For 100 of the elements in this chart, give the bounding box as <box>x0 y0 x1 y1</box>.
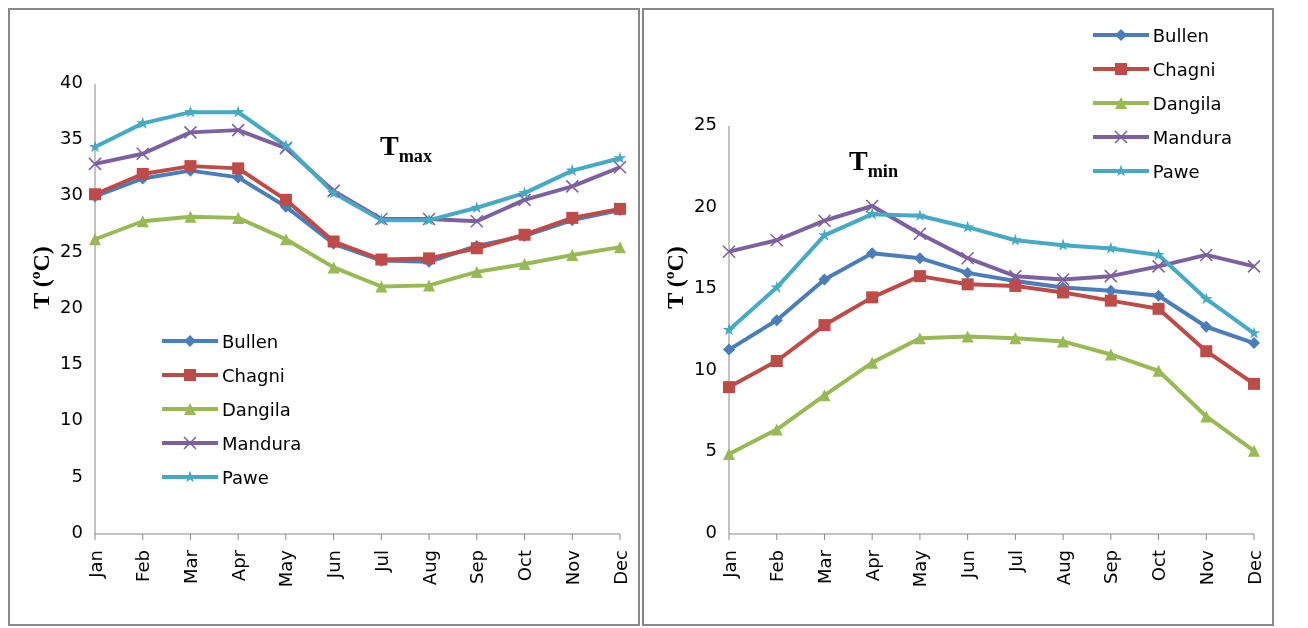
y-tick-label: 15 <box>60 352 83 374</box>
point <box>723 448 735 461</box>
point <box>1008 269 1023 283</box>
x-tick-label: Feb <box>766 550 788 582</box>
point <box>375 280 388 293</box>
point <box>470 265 483 278</box>
x-tick-label: Dec <box>1243 550 1265 585</box>
x-tick-label: Aug <box>1052 550 1074 586</box>
point <box>1056 272 1070 287</box>
legend-label: Bullen <box>1152 24 1210 46</box>
point <box>818 273 831 286</box>
point <box>770 355 783 368</box>
point <box>279 233 292 246</box>
y-tick-label: 0 <box>705 520 717 542</box>
point <box>423 279 436 292</box>
point <box>961 266 974 279</box>
point <box>613 160 627 174</box>
point <box>1009 332 1022 345</box>
point <box>770 423 783 436</box>
point <box>1200 345 1213 358</box>
y-tick-label: 5 <box>705 439 717 461</box>
x-tick-label: Jun <box>957 550 979 580</box>
point <box>1104 348 1117 361</box>
point <box>913 226 927 241</box>
point <box>722 244 736 259</box>
point <box>135 147 150 161</box>
point <box>913 270 926 283</box>
y-tick-label: 25 <box>694 112 717 134</box>
point <box>818 389 831 402</box>
point <box>722 323 736 336</box>
point <box>614 241 626 254</box>
point <box>565 179 580 194</box>
point <box>1057 335 1070 348</box>
text: T$_{max}$ <box>380 130 433 167</box>
legend-label: Dangila <box>222 398 291 420</box>
point <box>517 193 532 207</box>
point <box>470 214 484 228</box>
legend-label: Dangila <box>1152 92 1222 114</box>
point <box>1248 337 1260 350</box>
point <box>866 291 879 304</box>
x-tick-label: Jun <box>323 550 345 580</box>
point <box>327 261 340 274</box>
x-tick-label: Mar <box>179 549 201 584</box>
point <box>1247 326 1261 339</box>
x-tick-label: Jul <box>1004 550 1026 573</box>
point <box>818 319 831 332</box>
legend-label: Bullen <box>222 330 279 352</box>
legend-label: Pawe <box>222 466 269 488</box>
point <box>184 210 197 223</box>
point <box>1104 269 1118 283</box>
x-tick-label: Aug <box>418 550 440 586</box>
x-tick-label: Sep <box>1100 550 1122 584</box>
text: T$_{min}$ <box>849 145 899 182</box>
y-tick-label: 5 <box>71 464 83 486</box>
y-tick-label: 20 <box>694 194 717 216</box>
point <box>232 162 245 175</box>
point <box>1104 241 1118 254</box>
point <box>960 251 975 265</box>
point <box>1009 279 1022 292</box>
point <box>1057 286 1070 299</box>
y-tick-label: 0 <box>71 520 83 542</box>
legend-label: Mandura <box>222 432 302 454</box>
y-tick-label: 35 <box>60 127 83 149</box>
y-tick-label: 40 <box>60 70 83 92</box>
point <box>723 343 735 356</box>
point <box>231 105 245 118</box>
point <box>88 157 102 171</box>
y-tick-label: 30 <box>60 183 83 205</box>
point <box>613 151 627 164</box>
x-tick-label: Feb <box>132 550 154 582</box>
point <box>566 249 579 261</box>
x-tick-label: Jan <box>718 550 740 579</box>
point <box>817 213 832 228</box>
point <box>279 193 292 206</box>
x-tick-label: Oct <box>514 550 536 582</box>
point <box>913 209 927 222</box>
point <box>865 207 879 220</box>
point <box>1151 259 1166 274</box>
point <box>1200 292 1213 305</box>
point <box>1247 259 1261 274</box>
x-tick-label: Apr <box>227 549 249 582</box>
point <box>1104 294 1117 307</box>
x-tick-label: Jul <box>370 550 392 573</box>
point <box>1200 320 1213 333</box>
point <box>913 332 926 345</box>
x-tick-label: Jan <box>84 550 106 579</box>
point <box>723 381 735 394</box>
point <box>1152 302 1165 315</box>
x-tick-label: Nov <box>1195 549 1217 586</box>
x-tick-label: Nov <box>561 549 583 586</box>
point <box>518 258 531 270</box>
point <box>183 125 198 140</box>
legend-label: Mandura <box>1152 126 1232 148</box>
point <box>1200 410 1213 423</box>
x-tick-label: Oct <box>1148 550 1170 582</box>
point <box>136 215 149 228</box>
point <box>866 356 879 369</box>
point <box>89 233 101 246</box>
point <box>770 314 783 327</box>
y-tick-label: 25 <box>60 239 83 261</box>
